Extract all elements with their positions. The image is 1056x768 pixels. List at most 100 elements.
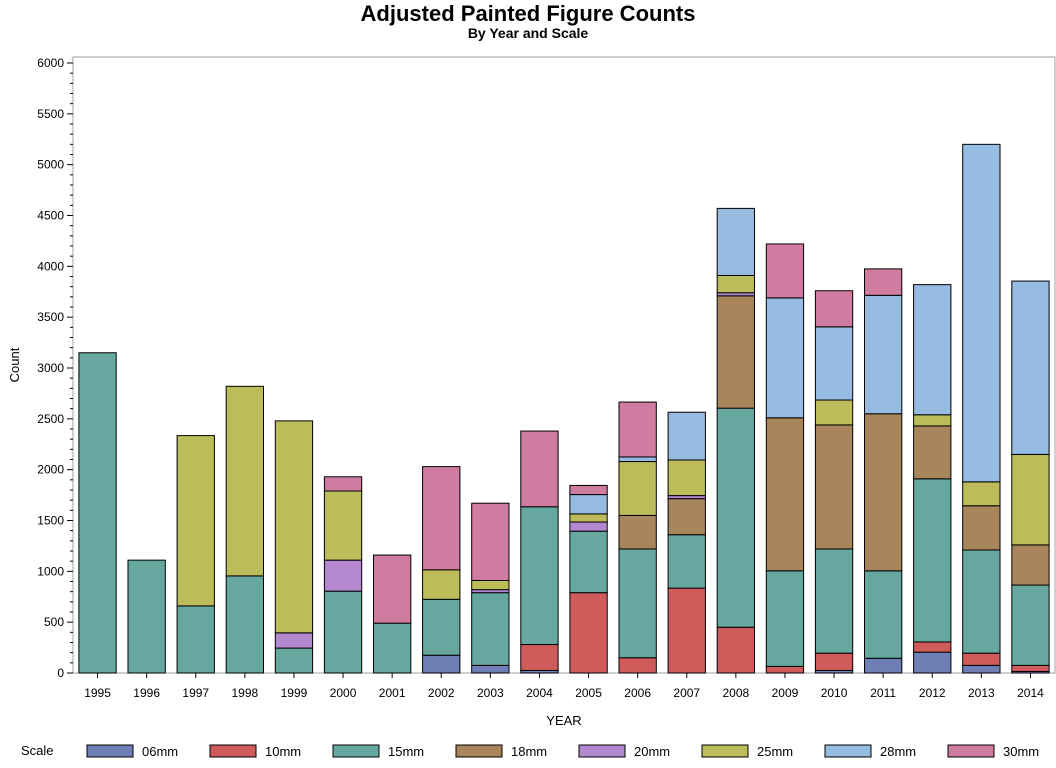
- bar-segment-1997-25mm: [176, 435, 215, 607]
- legend-label-15mm: 15mm: [388, 744, 424, 759]
- bar-segment-2001-15mm: [372, 622, 412, 674]
- bar-segment-2006-10mm: [618, 657, 657, 674]
- bar-segment-2007-18mm: [667, 498, 706, 536]
- legend-swatch-30mm: [947, 744, 995, 758]
- bar-segment-1999-15mm: [274, 647, 314, 674]
- legend-swatch-06mm: [86, 744, 134, 758]
- bar-segment-2011-28mm: [863, 294, 903, 415]
- x-tick-label-1997: 1997: [182, 686, 209, 700]
- bar-segment-2008-10mm: [716, 626, 756, 674]
- bar-segment-2003-25mm: [471, 579, 510, 591]
- y-axis-label: Count: [7, 347, 22, 382]
- bar-segment-2011-06mm: [863, 657, 903, 674]
- bar-segment-2006-18mm: [618, 514, 657, 550]
- legend-label-25mm: 25mm: [757, 744, 793, 759]
- y-tick-label: 4500: [37, 209, 64, 223]
- x-tick-label-2008: 2008: [722, 686, 749, 700]
- legend-swatch-25mm: [701, 744, 749, 758]
- bar-segment-2013-06mm: [962, 664, 1001, 674]
- bar-segment-1999-25mm: [274, 420, 314, 634]
- bar-segment-2012-15mm: [913, 478, 952, 643]
- x-tick-label-2012: 2012: [919, 686, 946, 700]
- x-tick-label-2007: 2007: [673, 686, 700, 700]
- bar-segment-2000-15mm: [323, 590, 363, 674]
- bar-segment-1997-15mm: [176, 605, 215, 674]
- bar-segment-2012-28mm: [913, 284, 952, 416]
- bar-segment-2010-18mm: [814, 424, 854, 550]
- bar-segment-2008-25mm: [716, 274, 756, 294]
- bar-segment-2010-10mm: [814, 652, 854, 671]
- y-tick-label: 2500: [37, 412, 64, 426]
- y-tick-label: 5000: [37, 158, 64, 172]
- bar-segment-2007-28mm: [667, 411, 706, 461]
- bar-segment-2008-28mm: [716, 207, 756, 276]
- bar-segment-2014-15mm: [1011, 584, 1050, 666]
- bar-segment-2003-06mm: [471, 664, 510, 674]
- bar-segment-2004-10mm: [520, 644, 559, 671]
- x-tick-label-2009: 2009: [772, 686, 799, 700]
- x-tick-label-2013: 2013: [968, 686, 995, 700]
- y-axis: 0 500 1000 1500 2000 2500 3000 3500 4000 4500 5000…: [37, 56, 73, 680]
- y-tick-label: 1000: [37, 564, 64, 578]
- bar-segment-2008-18mm: [716, 295, 756, 409]
- bar-segment-2004-30mm: [520, 430, 559, 508]
- bar-segment-1998-15mm: [225, 575, 265, 674]
- x-tick-label-2005: 2005: [575, 686, 602, 700]
- y-tick-label: 4000: [37, 259, 64, 273]
- bar-segment-2007-15mm: [667, 534, 706, 589]
- chart-subtitle: By Year and Scale: [468, 25, 589, 41]
- y-tick-label: 3000: [37, 361, 64, 375]
- bar-segment-2002-06mm: [422, 654, 461, 674]
- bar-segment-2013-15mm: [962, 549, 1001, 654]
- bar-segment-2006-28mm: [618, 456, 657, 463]
- bar-segment-2009-30mm: [765, 243, 805, 299]
- bar-segment-2002-30mm: [422, 466, 461, 571]
- x-axis: 1995 1996 1997 1998 1999 2000 2001 2002 2003 2004…: [84, 673, 1044, 700]
- y-tick-label: 3500: [37, 310, 64, 324]
- bar-segment-2000-30mm: [323, 476, 363, 492]
- bar-segment-2009-10mm: [765, 665, 805, 674]
- legend: 06mm 10mm 15mm 18mm 20mm 25mm 28mm 30mm: [86, 744, 1039, 759]
- bar-segment-2012-25mm: [913, 414, 952, 427]
- legend-label-06mm: 06mm: [142, 744, 178, 759]
- bar-segment-2011-18mm: [863, 413, 903, 572]
- x-tick-label-2014: 2014: [1017, 686, 1044, 700]
- bar-segment-2009-18mm: [765, 417, 805, 572]
- bar-segment-2010-25mm: [814, 399, 854, 426]
- bar-segment-2011-15mm: [863, 570, 903, 659]
- bar-segment-2010-30mm: [814, 290, 854, 328]
- y-tick-label: 0: [57, 666, 64, 680]
- bar-segment-1998-25mm: [225, 385, 265, 577]
- bar-segment-2005-25mm: [569, 513, 608, 523]
- y-tick-label: 1500: [37, 514, 64, 528]
- legend-label-20mm: 20mm: [634, 744, 670, 759]
- bar-segment-2002-15mm: [422, 598, 461, 656]
- legend-label-30mm: 30mm: [1003, 744, 1039, 759]
- plot-frame: [72, 56, 1056, 674]
- bar-segment-2004-15mm: [520, 506, 559, 646]
- bar-segment-2000-25mm: [323, 490, 363, 561]
- bar-segment-2009-15mm: [765, 570, 805, 667]
- legend-swatch-28mm: [824, 744, 872, 758]
- bar-segment-2013-28mm: [962, 143, 1001, 483]
- bar-segment-2007-25mm: [667, 459, 706, 497]
- bar-segment-2014-10mm: [1011, 664, 1050, 672]
- y-tick-label: 5500: [37, 107, 64, 121]
- x-tick-label-2001: 2001: [379, 686, 406, 700]
- bar-segment-2002-25mm: [422, 569, 461, 600]
- bar-segment-2012-10mm: [913, 641, 952, 653]
- bar-segment-1995-15mm: [78, 352, 117, 674]
- bar-segment-2010-28mm: [814, 326, 854, 401]
- y-tick-label: 2000: [37, 463, 64, 477]
- bar-segment-2003-15mm: [471, 592, 510, 666]
- legend-swatch-15mm: [332, 744, 380, 758]
- bar-segment-1996-15mm: [127, 559, 166, 674]
- bar-segment-2014-25mm: [1011, 453, 1050, 546]
- bar-segment-2005-20mm: [569, 521, 608, 532]
- bar-segment-2005-28mm: [569, 494, 608, 515]
- bar-segment-2013-25mm: [962, 481, 1001, 507]
- bar-segment-2010-15mm: [814, 548, 854, 654]
- legend-label-28mm: 28mm: [880, 744, 916, 759]
- bars-group: [78, 143, 1050, 674]
